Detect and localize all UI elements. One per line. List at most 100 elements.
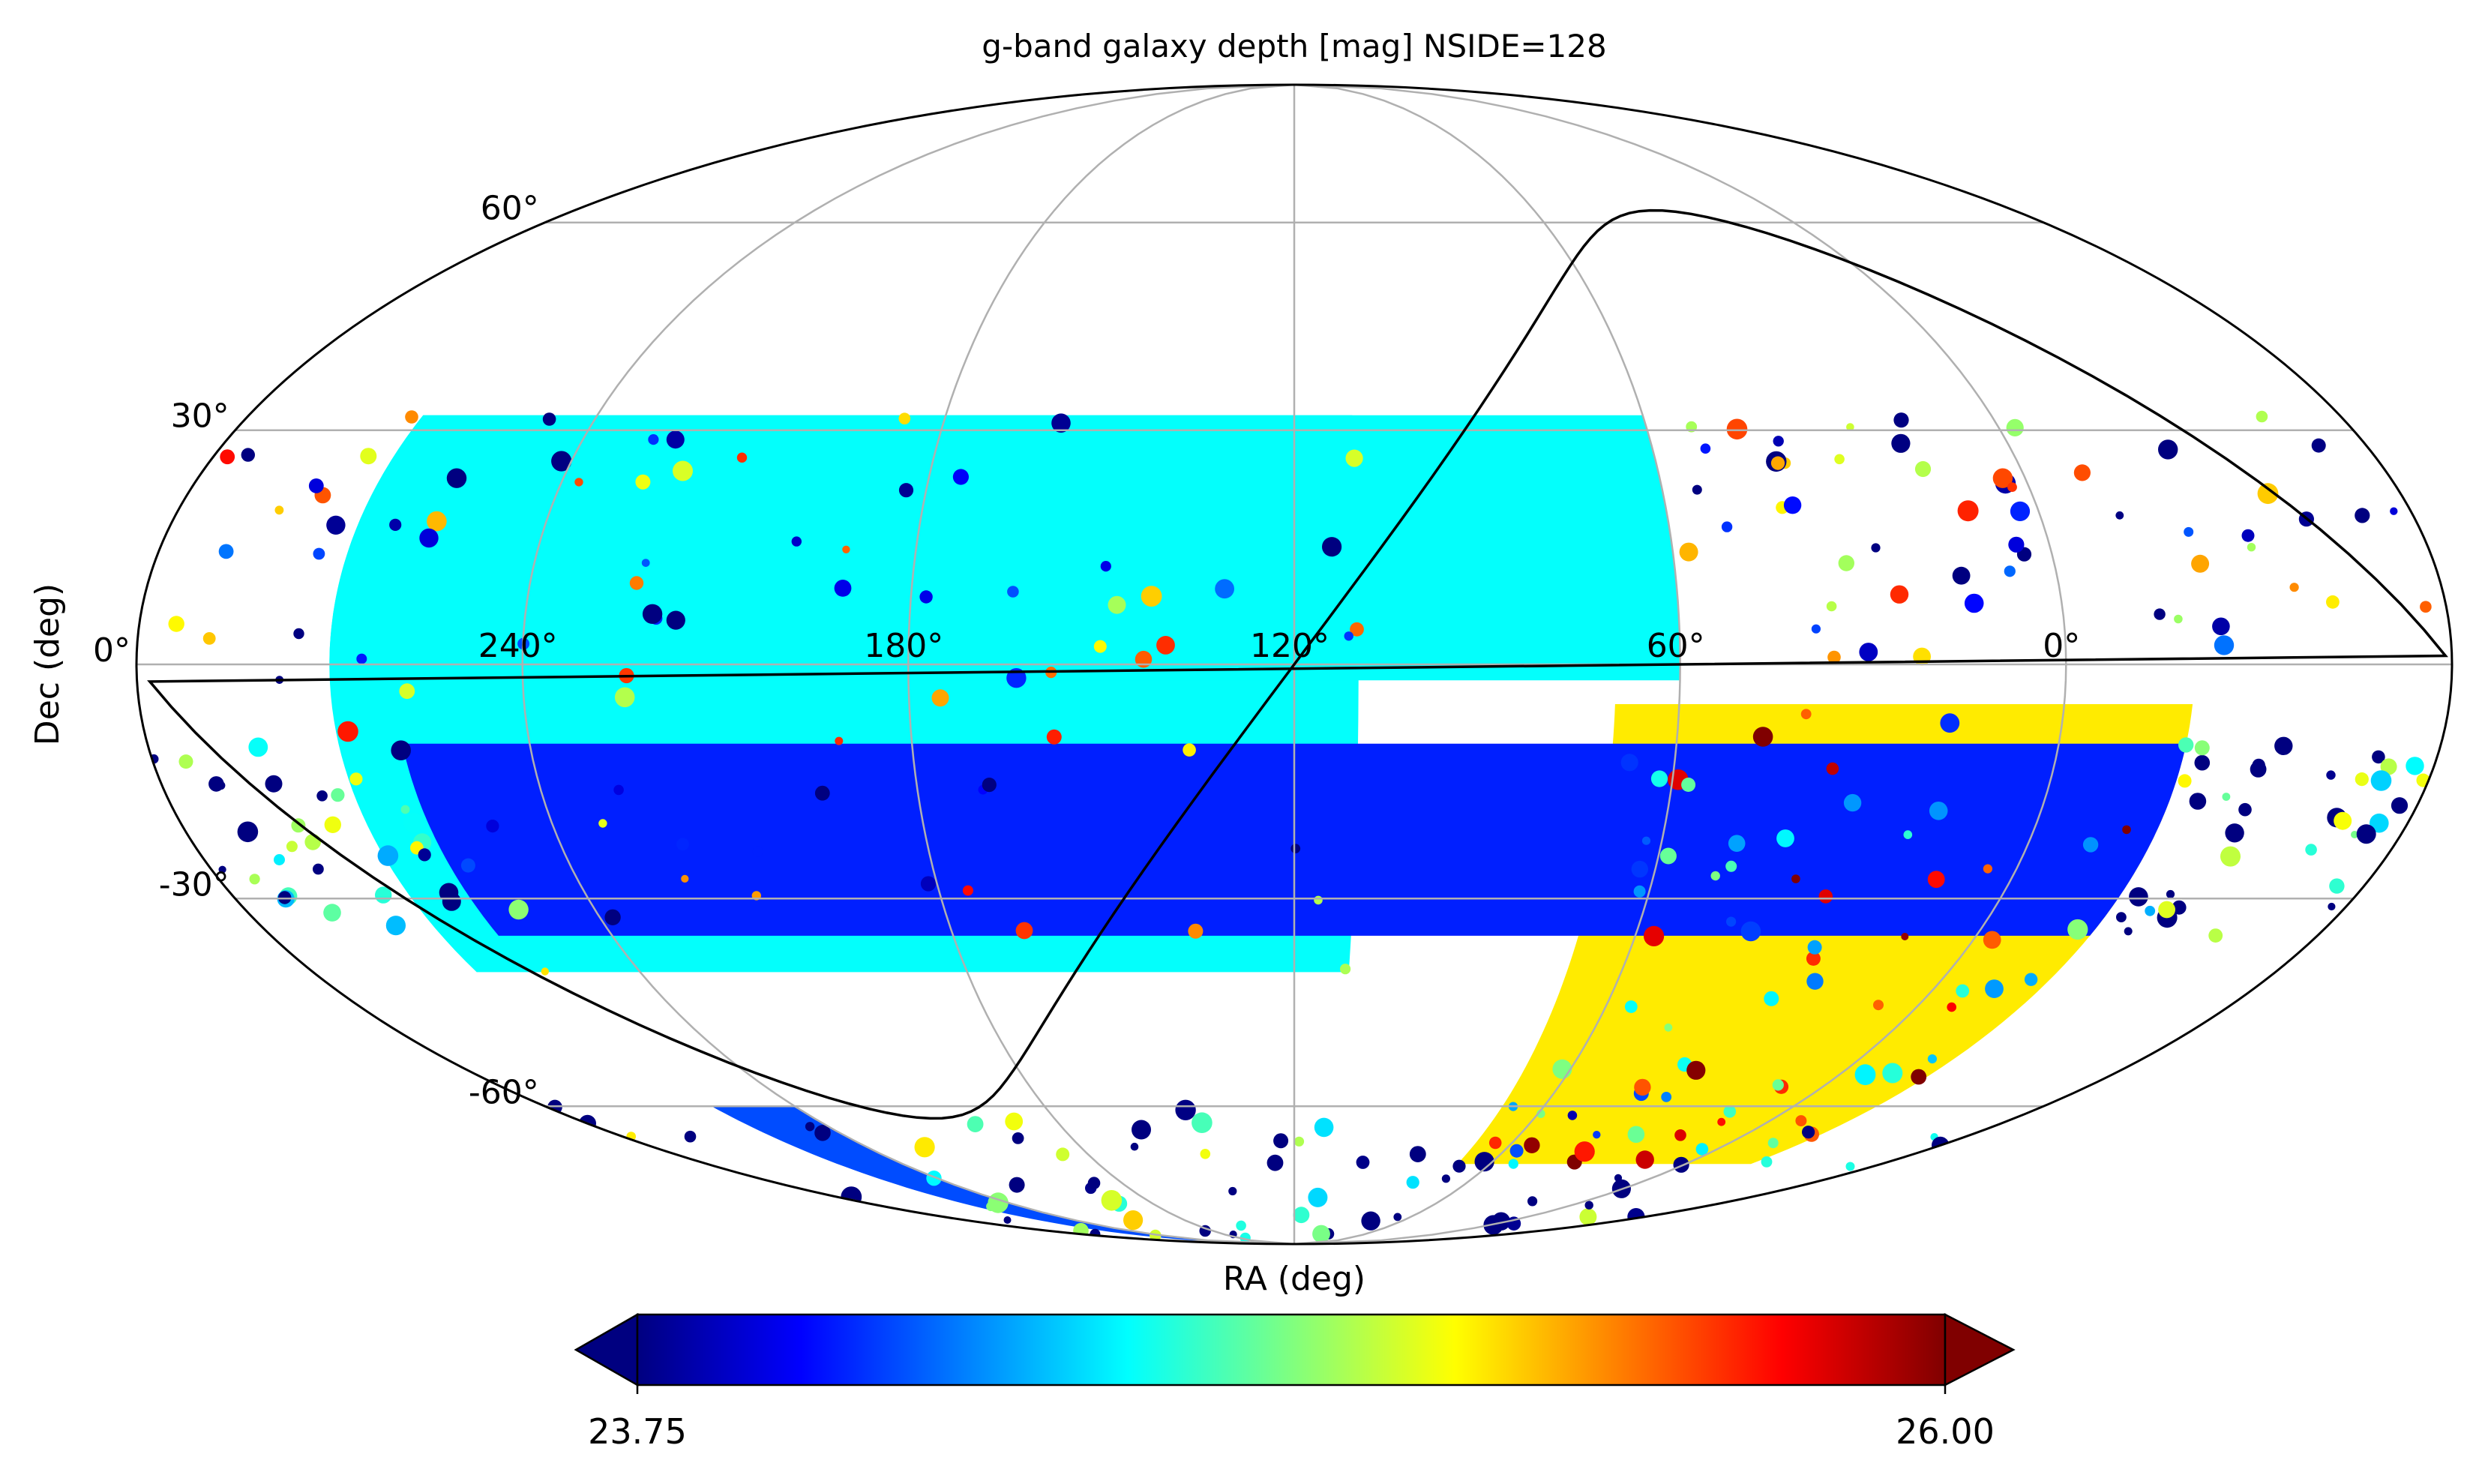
depth-pixel xyxy=(962,885,973,896)
depth-pixel xyxy=(1957,500,1979,522)
depth-pixel xyxy=(1093,640,1107,653)
depth-pixel xyxy=(1509,1144,1524,1158)
depth-pixel xyxy=(574,478,583,487)
depth-pixel xyxy=(1192,1112,1213,1133)
depth-pixel xyxy=(1009,1177,1025,1193)
dec-tick-label: -60° xyxy=(469,1073,539,1111)
depth-pixel xyxy=(2326,595,2340,609)
depth-pixel xyxy=(1740,921,1761,942)
depth-pixel xyxy=(1891,433,1911,453)
depth-pixel xyxy=(926,1171,942,1186)
depth-pixel xyxy=(2257,483,2279,505)
depth-pixel xyxy=(1452,1159,1466,1173)
depth-pixel xyxy=(1409,1146,1426,1162)
depth-pixel xyxy=(1927,871,1945,889)
depth-pixel xyxy=(1215,579,1234,599)
depth-pixel xyxy=(2158,439,2178,460)
depth-pixel xyxy=(1838,555,1854,571)
depth-pixel xyxy=(486,820,499,833)
depth-pixel xyxy=(208,776,224,792)
depth-pixel xyxy=(842,545,850,553)
depth-pixel xyxy=(2328,902,2336,911)
ra-tick-label: 60° xyxy=(1647,627,1705,665)
depth-pixel xyxy=(1584,1201,1593,1210)
depth-pixel xyxy=(1661,1092,1672,1102)
depth-pixel xyxy=(2178,737,2194,753)
depth-pixel xyxy=(1728,835,1746,852)
depth-pixel xyxy=(2008,536,2025,553)
depth-pixel xyxy=(1983,931,2001,949)
depth-pixel xyxy=(1695,1143,1709,1156)
depth-pixel xyxy=(1802,1126,1815,1139)
depth-pixel xyxy=(313,547,325,560)
depth-pixel xyxy=(1767,1138,1779,1149)
depth-pixel xyxy=(2174,614,2183,624)
depth-pixel xyxy=(1003,1216,1012,1224)
depth-pixel xyxy=(391,740,411,760)
depth-pixel xyxy=(2145,905,2156,916)
ra-gridline xyxy=(521,83,1295,1246)
depth-pixel xyxy=(2222,793,2231,801)
depth-pixel xyxy=(604,909,621,926)
depth-pixel xyxy=(1132,1120,1151,1140)
depth-pixel xyxy=(316,790,328,802)
depth-pixel xyxy=(168,616,184,632)
ra-tick-labels: 240° 180° 120° 60° 0° xyxy=(478,627,2081,665)
depth-pixel xyxy=(835,736,844,745)
depth-pixel xyxy=(439,883,459,903)
depth-pixel xyxy=(1827,650,1841,664)
sky-boundary xyxy=(135,83,2454,1246)
depth-regions xyxy=(148,415,2444,1241)
depth-pixel xyxy=(1312,1225,1330,1243)
depth-pixel xyxy=(1901,933,1909,940)
depth-pixel xyxy=(1806,951,1821,966)
depth-pixel xyxy=(2194,754,2211,771)
depth-pixel xyxy=(237,821,259,843)
depth-pixel xyxy=(249,874,260,885)
depth-pixel xyxy=(1527,1196,1538,1207)
depth-pixel xyxy=(1350,622,1364,637)
depth-pixel xyxy=(2238,802,2252,817)
depth-pixel xyxy=(1007,586,1019,598)
depth-pixel xyxy=(752,846,763,857)
depth-pixel xyxy=(2067,919,2088,940)
depth-pixel xyxy=(2010,501,2031,522)
ra-tick-label: 0° xyxy=(2043,627,2080,665)
depth-pixel xyxy=(1108,595,1126,614)
depth-pixel xyxy=(1552,1059,1572,1079)
dec-tick-label: 0° xyxy=(93,631,130,670)
depth-pixel xyxy=(1845,1162,1855,1171)
depth-pixel xyxy=(418,848,431,862)
depth-pixel xyxy=(1686,1060,1706,1080)
depth-pixel xyxy=(614,687,635,708)
depth-pixel xyxy=(1056,1147,1070,1162)
depth-pixel xyxy=(326,515,346,535)
depth-pixel xyxy=(1952,566,1971,585)
depth-pixel xyxy=(1770,456,1785,470)
depth-pixel xyxy=(988,1192,1009,1213)
depth-pixel xyxy=(405,410,418,424)
depth-pixel xyxy=(2351,831,2358,838)
depth-pixel xyxy=(1761,1156,1773,1168)
depth-pixel xyxy=(1983,864,1992,874)
depth-pixel xyxy=(337,721,358,742)
depth-pixel xyxy=(1101,1190,1123,1211)
x-axis-label: RA (deg) xyxy=(1223,1260,1365,1298)
depth-pixel xyxy=(814,1125,831,1141)
depth-pixel xyxy=(2158,901,2176,919)
depth-pixel xyxy=(1783,496,1802,514)
colorbar-extend-high xyxy=(1944,1312,2016,1387)
depth-pixel xyxy=(1624,1000,1638,1013)
colorbar-max-label: 26.00 xyxy=(1896,1411,1995,1452)
depth-pixel xyxy=(1859,643,1878,661)
depth-pixel xyxy=(1914,460,1932,478)
depth-pixel xyxy=(419,528,439,548)
depth-pixel xyxy=(982,778,997,793)
depth-pixel xyxy=(1929,802,1948,820)
depth-pixel xyxy=(2380,758,2397,775)
depth-pixel xyxy=(2166,889,2175,899)
depth-pixel xyxy=(248,737,268,757)
depth-pixel xyxy=(2194,740,2210,756)
depth-pixel xyxy=(2329,878,2345,894)
depth-pixel xyxy=(805,1122,815,1132)
